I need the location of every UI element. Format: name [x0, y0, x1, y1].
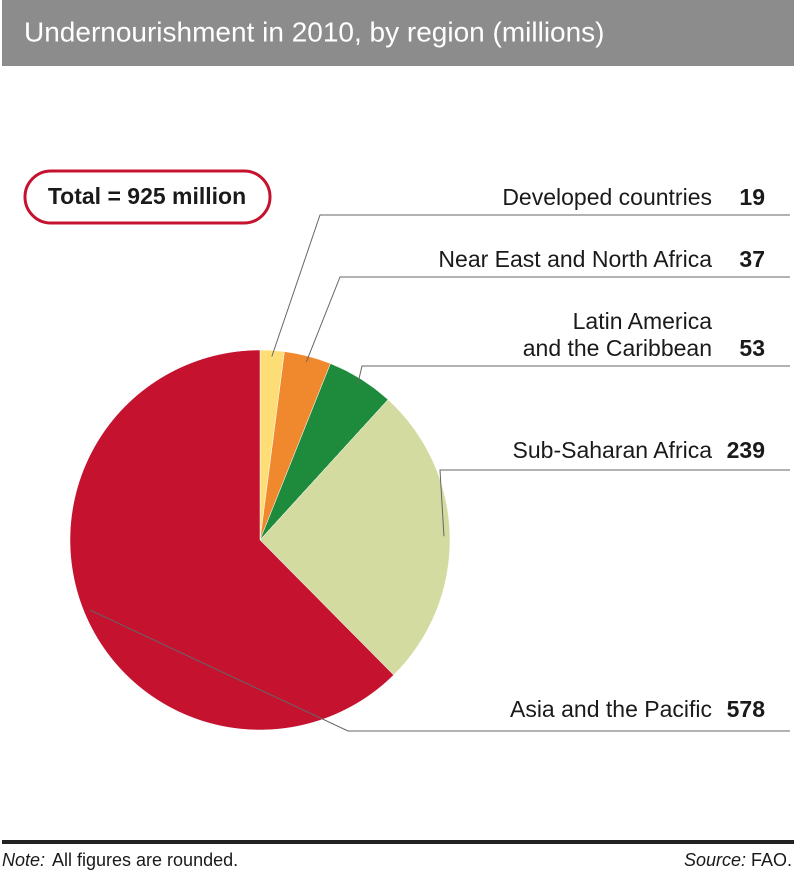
leader-line: [271, 214, 790, 357]
value-label: 37: [739, 246, 765, 272]
category-label: Developed countries: [502, 184, 712, 210]
value-label: 239: [727, 437, 765, 463]
value-label: 578: [727, 696, 766, 722]
category-label: Near East and North Africa: [438, 246, 712, 272]
leader-line: [439, 469, 790, 537]
value-label: 19: [739, 184, 765, 210]
leader-line: [89, 609, 790, 732]
note-label: Note:: [2, 850, 45, 870]
note: All figures are rounded.: [52, 850, 238, 870]
leader-line: [305, 276, 790, 363]
category-label: Asia and the Pacific: [510, 696, 712, 722]
pie-slice: [259, 399, 451, 676]
total-annotation: Total = 925 million: [48, 183, 246, 209]
pie-slice: [69, 349, 395, 731]
chart-title: Undernourishment in 2010, by region (mil…: [24, 16, 605, 47]
category-label: Latin America and the Caribbean: [523, 308, 712, 361]
total-box: [23, 169, 272, 225]
source-label: Source:: [684, 850, 746, 870]
value-label: 53: [739, 335, 765, 361]
leader-line: [357, 365, 790, 385]
title-bar: [2, 0, 794, 66]
category-label: Sub-Saharan Africa: [513, 437, 713, 463]
source: FAO.: [751, 850, 792, 870]
